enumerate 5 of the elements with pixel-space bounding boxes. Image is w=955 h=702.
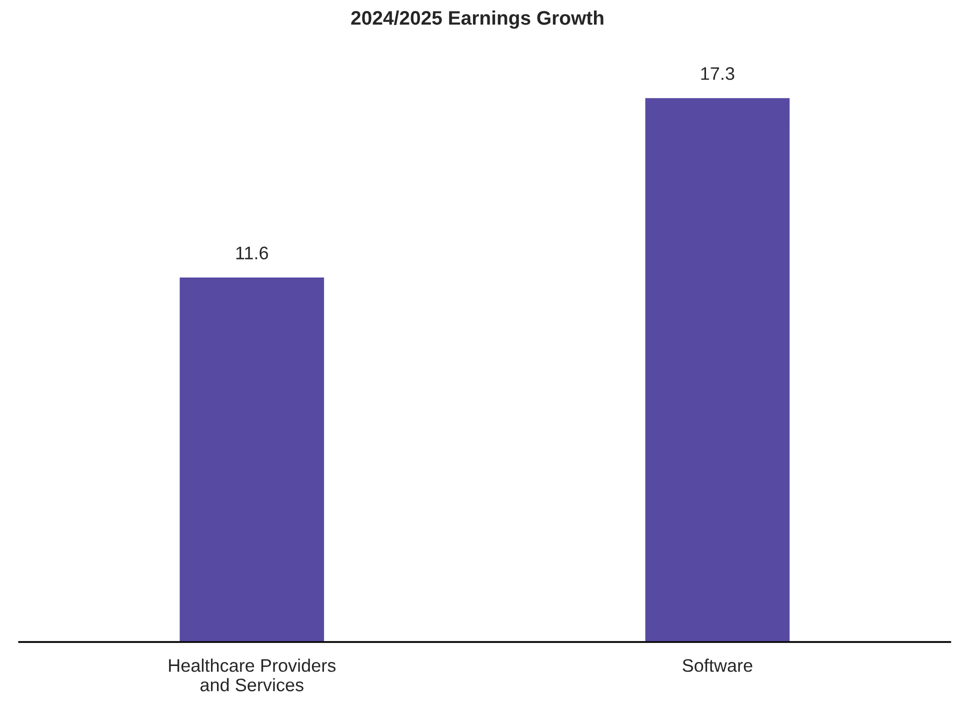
data-label: 11.6 bbox=[236, 246, 268, 260]
x-tick-label: Healthcare Providers and Services bbox=[169, 658, 336, 692]
chart-title: 2024/2025 Earnings Growth bbox=[351, 10, 604, 29]
data-label: 17.3 bbox=[701, 67, 734, 80]
x-tick-label: Software bbox=[682, 658, 752, 672]
